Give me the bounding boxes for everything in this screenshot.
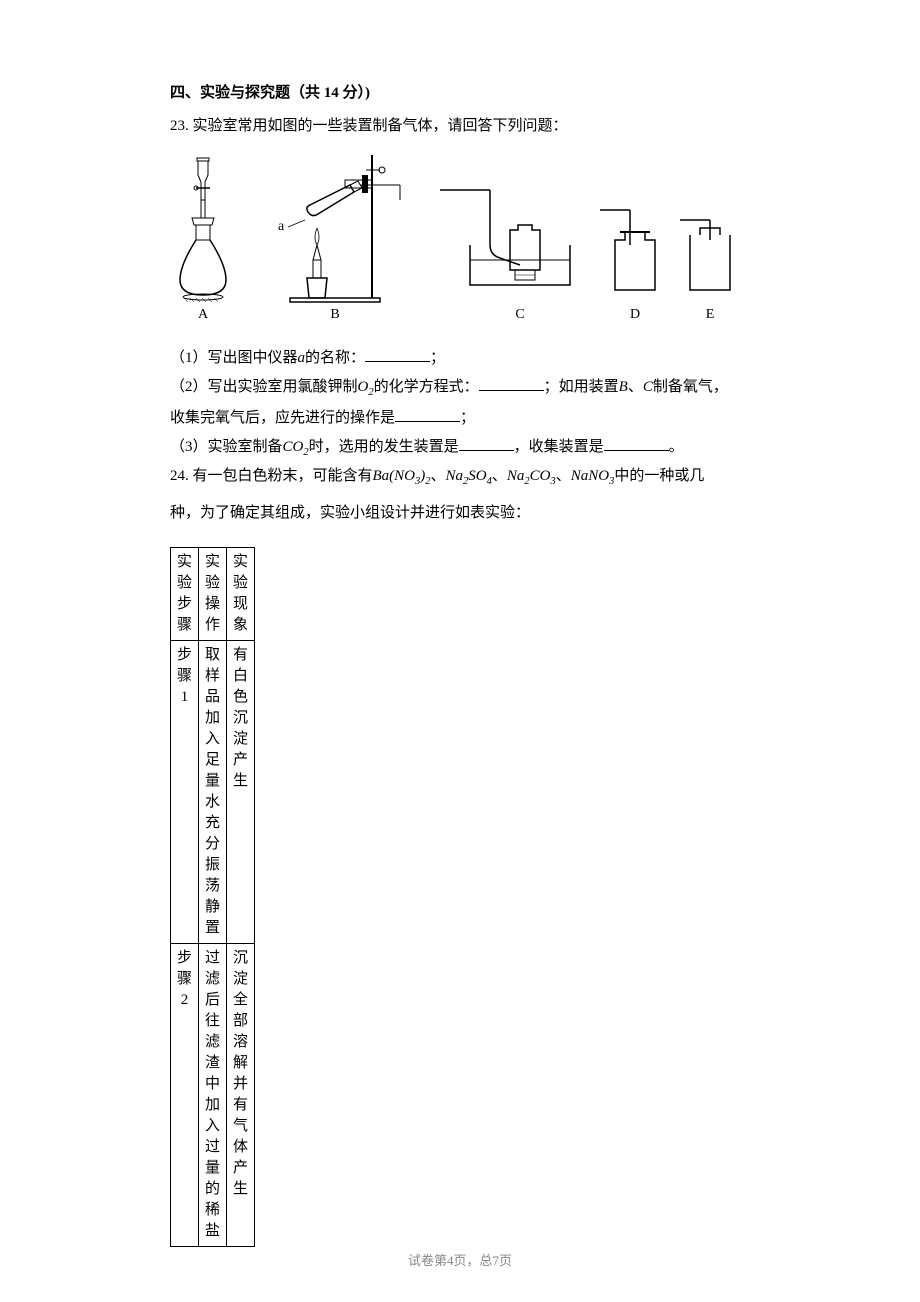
header-phenomenon: 实验现象 — [227, 547, 255, 640]
q23-number: 23. — [170, 118, 189, 134]
q23-sub3-prefix: （3）实验室制备 — [170, 439, 283, 455]
q23-sub2-mid1: 的化学方程式： — [374, 379, 479, 395]
device-e: E — [680, 220, 730, 322]
q23-sub2-prefix: （2）写出实验室用氯酸钾制 — [170, 379, 358, 395]
q23-sub2-line2-text: 收集完氧气后，应先进行的操作是 — [170, 410, 395, 426]
q23-sub1-suffix: ； — [430, 350, 445, 366]
svg-text:B: B — [330, 307, 339, 322]
q23-sub3-mid1: 时，选用的发生装置是 — [309, 439, 459, 455]
apparatus-diagram: A a B — [170, 150, 750, 335]
blank-1 — [365, 347, 430, 362]
experiment-table: 实验步骤 实验操作 实验现象 步骤1 取样品加入足量水充分振荡静置 有白色沉淀产… — [170, 547, 255, 1247]
q23-sub2-mid2: ；如用装置 — [544, 379, 619, 395]
svg-text:A: A — [198, 307, 209, 322]
q24-stem-suffix: 中的一种或几 — [614, 468, 704, 484]
q23-stem: 23. 实验室常用如图的一些装置制备气体，请回答下列问题： — [170, 113, 750, 140]
table-header-row: 实验步骤 实验操作 实验现象 — [171, 547, 255, 640]
formula-ba: Ba(NO3)2 — [373, 468, 431, 484]
page-footer: 试卷第4页，总7页 — [0, 1249, 920, 1272]
formula-co2: CO2 — [283, 439, 309, 455]
q23-sub3-mid2: ，收集装置是 — [514, 439, 604, 455]
header-operation: 实验操作 — [199, 547, 227, 640]
q23-sub1: （1）写出图中仪器a的名称： ； — [170, 345, 750, 372]
svg-text:D: D — [630, 307, 640, 322]
q23-sub2: （2）写出实验室用氯酸钾制O2的化学方程式： ；如用装置B、C制备氧气， — [170, 374, 750, 403]
cell-step2: 步骤2 — [171, 943, 199, 1246]
q23-sub2-line2-suffix: ； — [460, 410, 475, 426]
cell-phen1: 有白色沉淀产生 — [227, 640, 255, 943]
device-b: a B — [278, 155, 400, 322]
q23-stem-text: 实验室常用如图的一些装置制备气体，请回答下列问题： — [193, 118, 568, 134]
q24-stem-prefix: 有一包白色粉末，可能含有 — [193, 468, 373, 484]
formula-na2co3: Na2CO3 — [507, 468, 556, 484]
formula-na2so4: Na2SO4 — [446, 468, 492, 484]
formula-a: a — [298, 350, 306, 366]
apparatus-svg: A a B — [170, 150, 750, 335]
cell-op1: 取样品加入足量水充分振荡静置 — [199, 640, 227, 943]
formula-o2: O2 — [358, 379, 374, 395]
blank-2 — [479, 376, 544, 391]
formula-nano3: NaNO3 — [571, 468, 615, 484]
q23-sub3-suffix: 。 — [669, 439, 684, 455]
q24-number: 24. — [170, 468, 189, 484]
q23-sub1-prefix: （1）写出图中仪器 — [170, 350, 298, 366]
q23-sub3: （3）实验室制备CO2时，选用的发生装置是 ，收集装置是 。 — [170, 434, 750, 463]
cell-step1: 步骤1 — [171, 640, 199, 943]
svg-text:E: E — [706, 307, 715, 322]
sep1: 、 — [431, 468, 446, 484]
formula-c: C — [643, 379, 653, 395]
footer-mid: 页，总 — [453, 1253, 492, 1268]
q23-sub2-mid3: 、 — [628, 379, 643, 395]
device-a: A — [180, 158, 226, 322]
svg-text:a: a — [278, 219, 285, 234]
q24-stem: 24. 有一包白色粉末，可能含有Ba(NO3)2、Na2SO4、Na2CO3、N… — [170, 463, 750, 492]
blank-3 — [395, 407, 460, 422]
blank-4 — [459, 436, 514, 451]
q23-sub2-line2: 收集完氧气后，应先进行的操作是 ； — [170, 405, 750, 432]
section-title: 四、实验与探究题（共 14 分）) — [170, 80, 750, 107]
formula-b: B — [619, 379, 628, 395]
table-row: 步骤1 取样品加入足量水充分振荡静置 有白色沉淀产生 — [171, 640, 255, 943]
footer-prefix: 试卷第 — [408, 1253, 447, 1268]
blank-5 — [604, 436, 669, 451]
sep3: 、 — [556, 468, 571, 484]
device-d: D — [600, 210, 655, 322]
device-c: C — [440, 190, 570, 322]
table-row: 步骤2 过滤后往滤渣中加入过量的稀盐 沉淀全部溶解并有气体产生 — [171, 943, 255, 1246]
cell-phen2: 沉淀全部溶解并有气体产生 — [227, 943, 255, 1246]
svg-text:C: C — [515, 307, 524, 322]
q24-stem-line2: 种，为了确定其组成，实验小组设计并进行如表实验： — [170, 500, 750, 527]
q23-sub2-suffix: 制备氧气， — [653, 379, 728, 395]
sep2: 、 — [492, 468, 507, 484]
header-step: 实验步骤 — [171, 547, 199, 640]
q23-sub1-mid: 的名称： — [305, 350, 365, 366]
cell-op2: 过滤后往滤渣中加入过量的稀盐 — [199, 943, 227, 1246]
footer-suffix: 页 — [499, 1253, 512, 1268]
